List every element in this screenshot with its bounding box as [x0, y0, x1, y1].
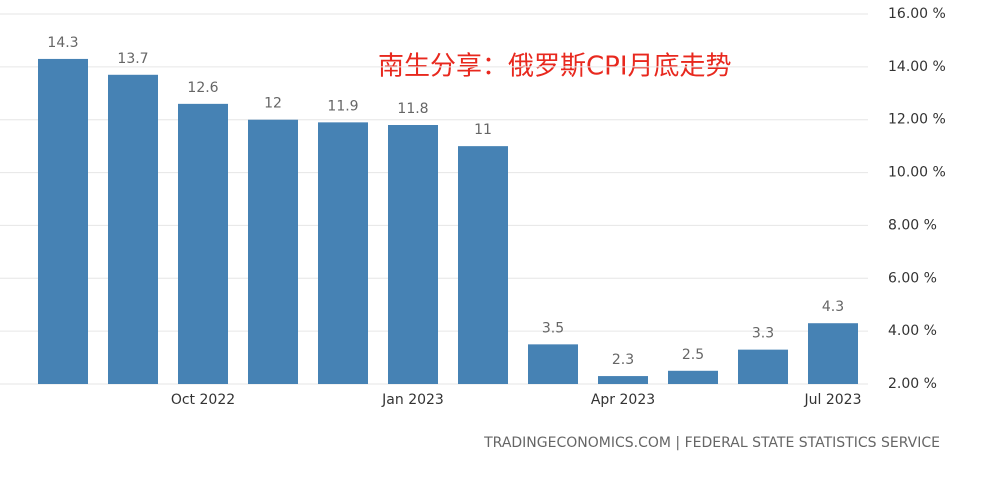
bar — [388, 125, 438, 384]
value-label: 4.3 — [822, 299, 844, 315]
value-label: 2.5 — [682, 347, 704, 363]
bar — [38, 58, 88, 385]
value-label: 11 — [474, 122, 492, 138]
value-label: 11.8 — [397, 101, 428, 117]
bar — [178, 103, 228, 384]
x-tick-label: Jul 2023 — [804, 392, 862, 408]
y-tick-label: 14.00 % — [888, 59, 946, 75]
y-tick-label: 16.00 % — [888, 6, 946, 22]
bar — [668, 370, 718, 384]
bar — [598, 376, 648, 384]
value-label: 3.3 — [752, 326, 774, 342]
x-tick-label: Oct 2022 — [171, 392, 235, 408]
y-tick-label: 4.00 % — [888, 323, 937, 339]
bar — [318, 122, 368, 384]
value-label: 12 — [264, 96, 282, 112]
y-tick-label: 8.00 % — [888, 217, 937, 233]
bar — [458, 146, 508, 384]
bar — [248, 119, 298, 384]
value-label: 3.5 — [542, 320, 564, 336]
x-tick-label: Apr 2023 — [591, 392, 655, 408]
value-label: 12.6 — [187, 80, 218, 96]
x-tick-label: Jan 2023 — [381, 392, 444, 408]
bar — [738, 349, 788, 384]
value-label: 13.7 — [117, 51, 148, 67]
y-tick-label: 6.00 % — [888, 270, 937, 286]
y-tick-label: 12.00 % — [888, 112, 946, 128]
value-label: 2.3 — [612, 352, 634, 368]
bar — [108, 74, 158, 385]
bar — [528, 344, 578, 384]
value-label: 11.9 — [327, 98, 358, 114]
source: TRADINGECONOMICS.COM | FEDERAL STATE STA… — [483, 435, 940, 451]
y-tick-label: 10.00 % — [888, 165, 946, 181]
bar — [808, 323, 858, 384]
value-label: 14.3 — [47, 35, 78, 51]
y-tick-label: 2.00 % — [888, 376, 937, 392]
